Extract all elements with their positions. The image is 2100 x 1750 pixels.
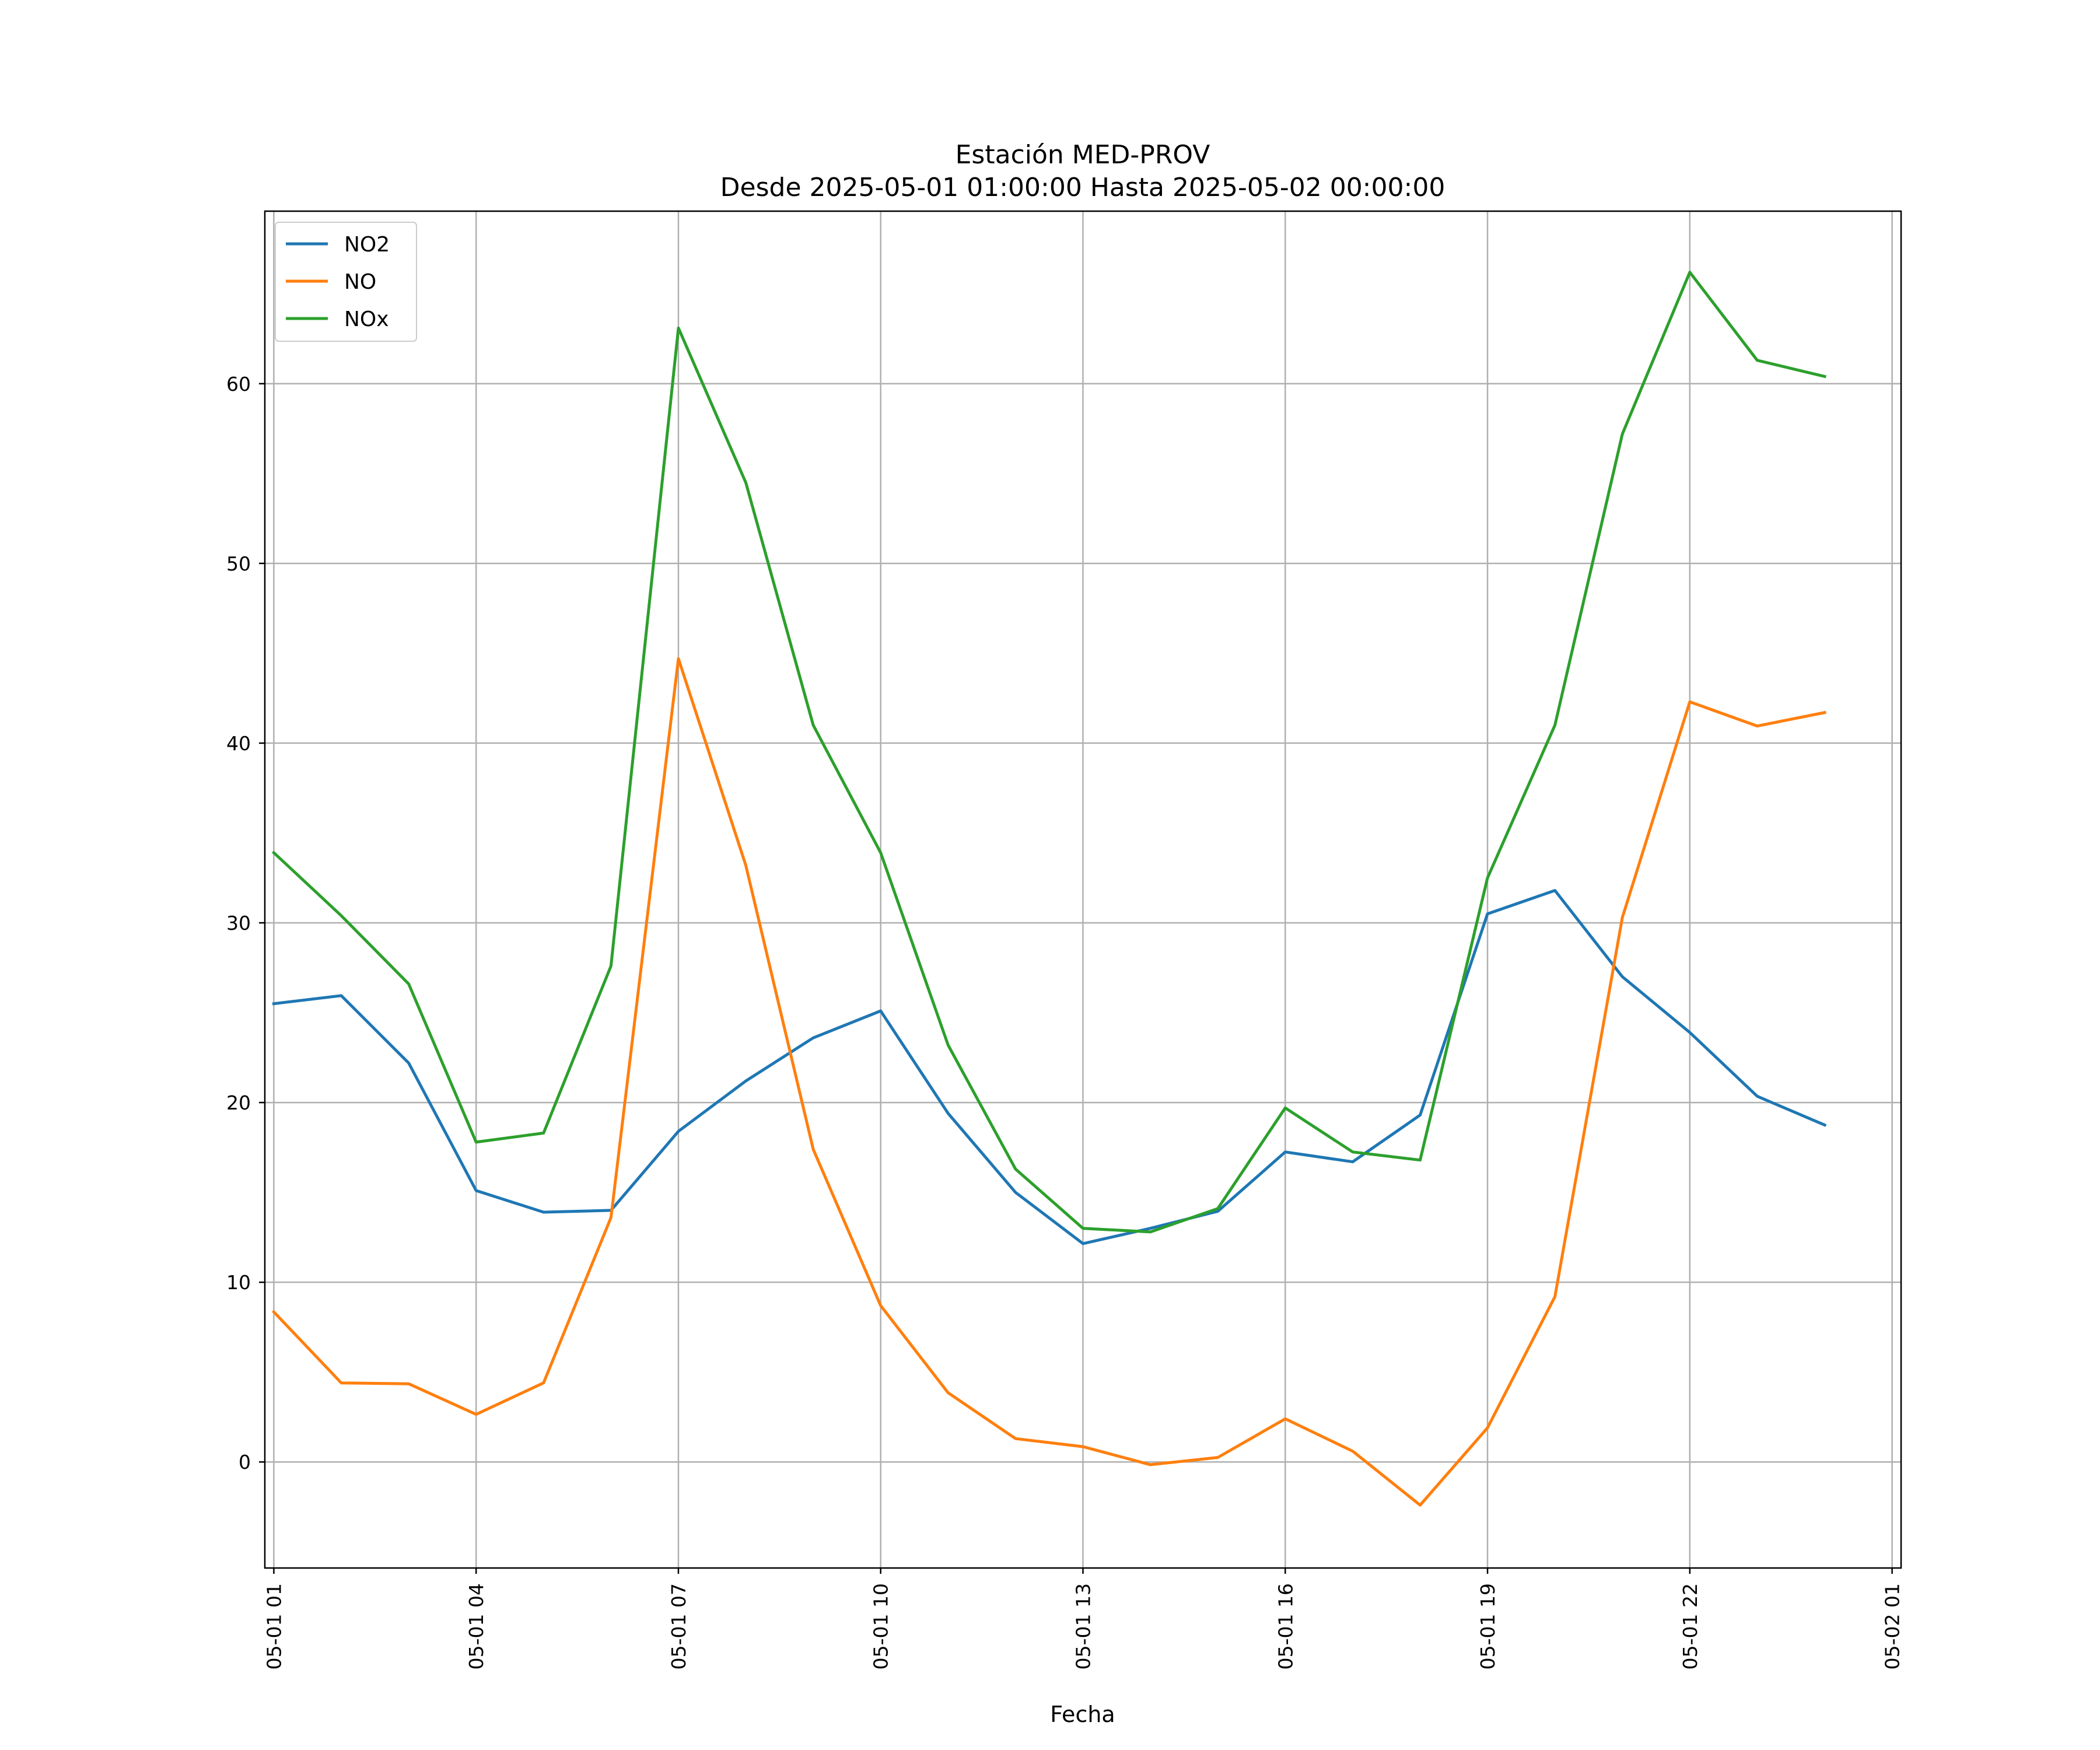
y-tick-label: 50 bbox=[226, 552, 251, 575]
x-tick-label: 05-01 10 bbox=[870, 1583, 892, 1670]
x-tick-label: 05-01 16 bbox=[1274, 1583, 1297, 1670]
x-tick-label: 05-01 19 bbox=[1476, 1583, 1499, 1670]
y-tick-label: 40 bbox=[226, 732, 251, 755]
legend-label-no2: NO2 bbox=[344, 233, 390, 257]
series-line-no bbox=[271, 657, 1826, 1507]
plot-frame bbox=[264, 210, 1902, 1569]
x-axis-label: Fecha bbox=[1050, 1702, 1115, 1727]
y-tick-label: 0 bbox=[239, 1451, 251, 1474]
x-tick-label: 05-01 01 bbox=[262, 1583, 285, 1670]
chart-subtitle: Desde 2025-05-01 01:00:00 Hasta 2025-05-… bbox=[720, 173, 1446, 202]
axis-ticks: 05-01 01 05-01 04 05-01 07 05-01 10 05-01 13… bbox=[226, 373, 1904, 1670]
y-tick-label: 20 bbox=[226, 1091, 251, 1114]
y-tick-label: 30 bbox=[226, 912, 251, 935]
x-tick-label: 05-02 01 bbox=[1881, 1583, 1904, 1670]
legend-box bbox=[275, 222, 417, 342]
x-tick-label: 05-01 22 bbox=[1679, 1583, 1702, 1670]
y-tick-label: 10 bbox=[226, 1271, 251, 1294]
legend: NO2 NO NOx bbox=[275, 222, 417, 342]
series-line-no2 bbox=[272, 889, 1827, 1245]
chart-title: Estación MED-PROV bbox=[956, 140, 1210, 170]
legend-label-nox: NOx bbox=[344, 307, 389, 331]
series-line-nox bbox=[271, 271, 1827, 1234]
y-tick-label: 60 bbox=[226, 373, 251, 396]
legend-label-no: NO bbox=[344, 270, 376, 294]
x-tick-label: 05-01 04 bbox=[465, 1583, 488, 1670]
series-lines bbox=[271, 271, 1827, 1507]
x-tick-label: 05-01 13 bbox=[1072, 1583, 1095, 1670]
grid bbox=[265, 211, 1901, 1568]
x-tick-label: 05-01 07 bbox=[667, 1583, 690, 1670]
